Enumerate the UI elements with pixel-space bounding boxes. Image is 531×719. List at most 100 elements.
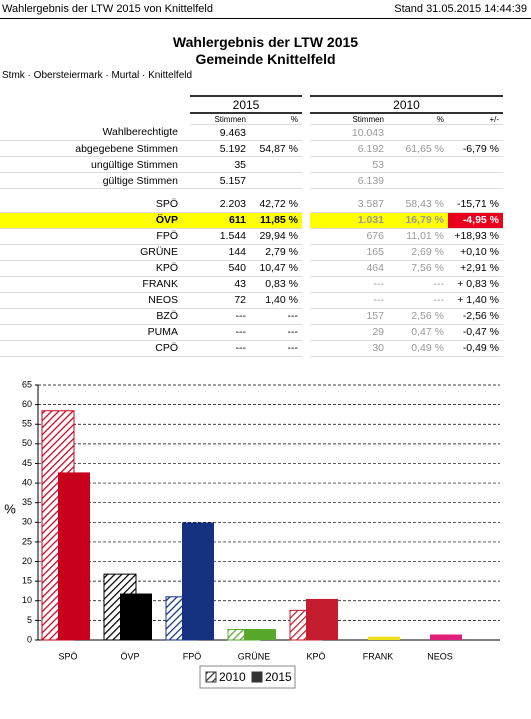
cell: [302, 244, 310, 260]
x-tick-label: FRANK: [363, 651, 394, 661]
pct-2015: 10,47 %: [250, 260, 302, 277]
diff: -2,56 %: [448, 308, 503, 325]
pct-2015: 11,85 %: [250, 212, 302, 229]
pct-2010: 58,43 %: [388, 196, 448, 213]
row-label: PUMA: [0, 324, 190, 341]
table-row: 2015 2010: [0, 95, 503, 114]
diff: -0,49 %: [448, 340, 503, 357]
y-tick-label: 35: [22, 497, 32, 507]
votes-2015: 43: [190, 276, 250, 293]
y-tick-label: 60: [22, 399, 32, 409]
table-row: ÖVP 611 11,85 % 1.031 16,79 % -4,95 %: [0, 212, 503, 229]
table-row: SPÖ 2.203 42,72 % 3.587 58,43 % -15,71 %: [0, 196, 503, 213]
chart: 0 5 10 15 20 25 30 35 40 45 50 55 60 65% SPÖ ÖVP FPÖ GRÜN…: [4, 379, 500, 689]
bar: [120, 593, 152, 640]
pct-2010: [388, 156, 448, 173]
table-row: BZÖ --- --- 157 2,56 % -2,56 %: [0, 308, 503, 325]
cell: [302, 113, 310, 125]
row-label: Wahlberechtigte: [0, 124, 190, 141]
y-tick-label: 15: [22, 576, 32, 586]
table-row: gültige Stimmen 5.157 6.139: [0, 172, 503, 189]
votes-2015: 540: [190, 260, 250, 277]
bar: [182, 522, 214, 640]
diff: -0,47 %: [448, 324, 503, 341]
row-label: GRÜNE: [0, 244, 190, 261]
pct-2015: 2,79 %: [250, 244, 302, 261]
col-header: %: [250, 113, 302, 125]
cell: [302, 228, 310, 244]
header-left: Wahlergebnis der LTW 2015 von Knittelfel…: [2, 3, 213, 15]
row-label: FPÖ: [0, 228, 190, 245]
legend-swatch: [205, 671, 217, 683]
legend-box: [199, 665, 296, 689]
votes-2010: 6.139: [310, 172, 388, 189]
pct-2015: ---: [250, 340, 302, 357]
votes-2010: ---: [310, 292, 388, 309]
table-row: GRÜNE 144 2,79 % 165 2,69 % +0,10 %: [0, 244, 503, 261]
row-label: FRANK: [0, 276, 190, 293]
pct-2015: 29,94 %: [250, 228, 302, 245]
x-tick-label: SPÖ: [58, 651, 77, 661]
votes-2015: 611: [190, 212, 250, 229]
cell: [302, 197, 310, 213]
pct-2015: 0,83 %: [250, 276, 302, 293]
results-table: 2015 2010 Stimmen% Stimmen% +/- Wahlberechtig…: [0, 95, 503, 357]
y-tick-label: 20: [22, 556, 32, 566]
table-row: Stimmen% Stimmen% +/-: [0, 113, 503, 125]
x-tick-label: FPÖ: [183, 651, 202, 661]
y-tick-label: 40: [22, 477, 32, 487]
votes-2015: 5.192: [190, 140, 250, 157]
bar: [306, 598, 338, 640]
table-row: ungültige Stimmen 35 53: [0, 156, 503, 173]
diff: [448, 156, 503, 173]
pct-2015: [250, 124, 302, 141]
pct-2010: 2,69 %: [388, 244, 448, 261]
y-tick-label: 5: [27, 615, 32, 625]
table-row: CPÖ --- --- 30 0,49 % -0,49 %: [0, 340, 503, 357]
pct-2010: 7,56 %: [388, 260, 448, 277]
pct-2010: [388, 172, 448, 189]
diff: [448, 172, 503, 189]
row-label: SPÖ: [0, 196, 190, 213]
votes-2010: 29: [310, 324, 388, 341]
pct-2010: [388, 124, 448, 141]
pct-2010: ---: [388, 276, 448, 293]
diff: -4,95 %: [448, 212, 503, 229]
pct-2010: 0,47 %: [388, 324, 448, 341]
votes-2010: 30: [310, 340, 388, 357]
votes-2010: 676: [310, 228, 388, 245]
pct-2015: 54,87 %: [250, 140, 302, 157]
legend-label: 2010: [219, 670, 246, 684]
votes-2010: 10.043: [310, 124, 388, 141]
pct-2010: 16,79 %: [388, 212, 448, 229]
pct-2015: [250, 156, 302, 173]
pct-2010: 0,49 %: [388, 340, 448, 357]
table-row: PUMA --- --- 29 0,47 % -0,47 %: [0, 324, 503, 341]
cell: [302, 173, 310, 189]
col-header: %: [388, 113, 448, 125]
x-tick-label: KPÖ: [306, 651, 325, 661]
row-label: BZÖ: [0, 308, 190, 325]
pct-2015: ---: [250, 308, 302, 325]
cell: [302, 308, 310, 324]
breadcrumb: Stmk · Obersteiermark · Murtal · Knittel…: [2, 70, 193, 81]
cell: [302, 292, 310, 308]
votes-2015: 2.203: [190, 196, 250, 213]
votes-2010: 1.031: [310, 212, 388, 229]
diff: +2,91 %: [448, 260, 503, 277]
votes-2010: 464: [310, 260, 388, 277]
legend-swatch: [251, 671, 263, 683]
x-tick-label: ÖVP: [120, 651, 139, 661]
table-row: FPÖ 1.544 29,94 % 676 11,01 % +18,93 %: [0, 228, 503, 245]
cell: [302, 324, 310, 340]
votes-2015: 9.463: [190, 124, 250, 141]
pct-2010: 11,01 %: [388, 228, 448, 245]
table-row: Wahlberechtigte 9.463 10.043: [0, 124, 503, 141]
col-header: Stimmen: [190, 113, 250, 125]
diff: -6,79 %: [448, 140, 503, 157]
header-right: Stand 31.05.2015 14:44:39: [394, 3, 527, 15]
cell: [302, 260, 310, 276]
pct-2015: 42,72 %: [250, 196, 302, 213]
votes-2015: 144: [190, 244, 250, 261]
